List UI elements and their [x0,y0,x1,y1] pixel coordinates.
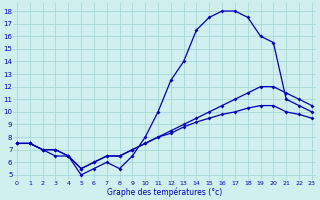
X-axis label: Graphe des températures (°c): Graphe des températures (°c) [107,187,222,197]
